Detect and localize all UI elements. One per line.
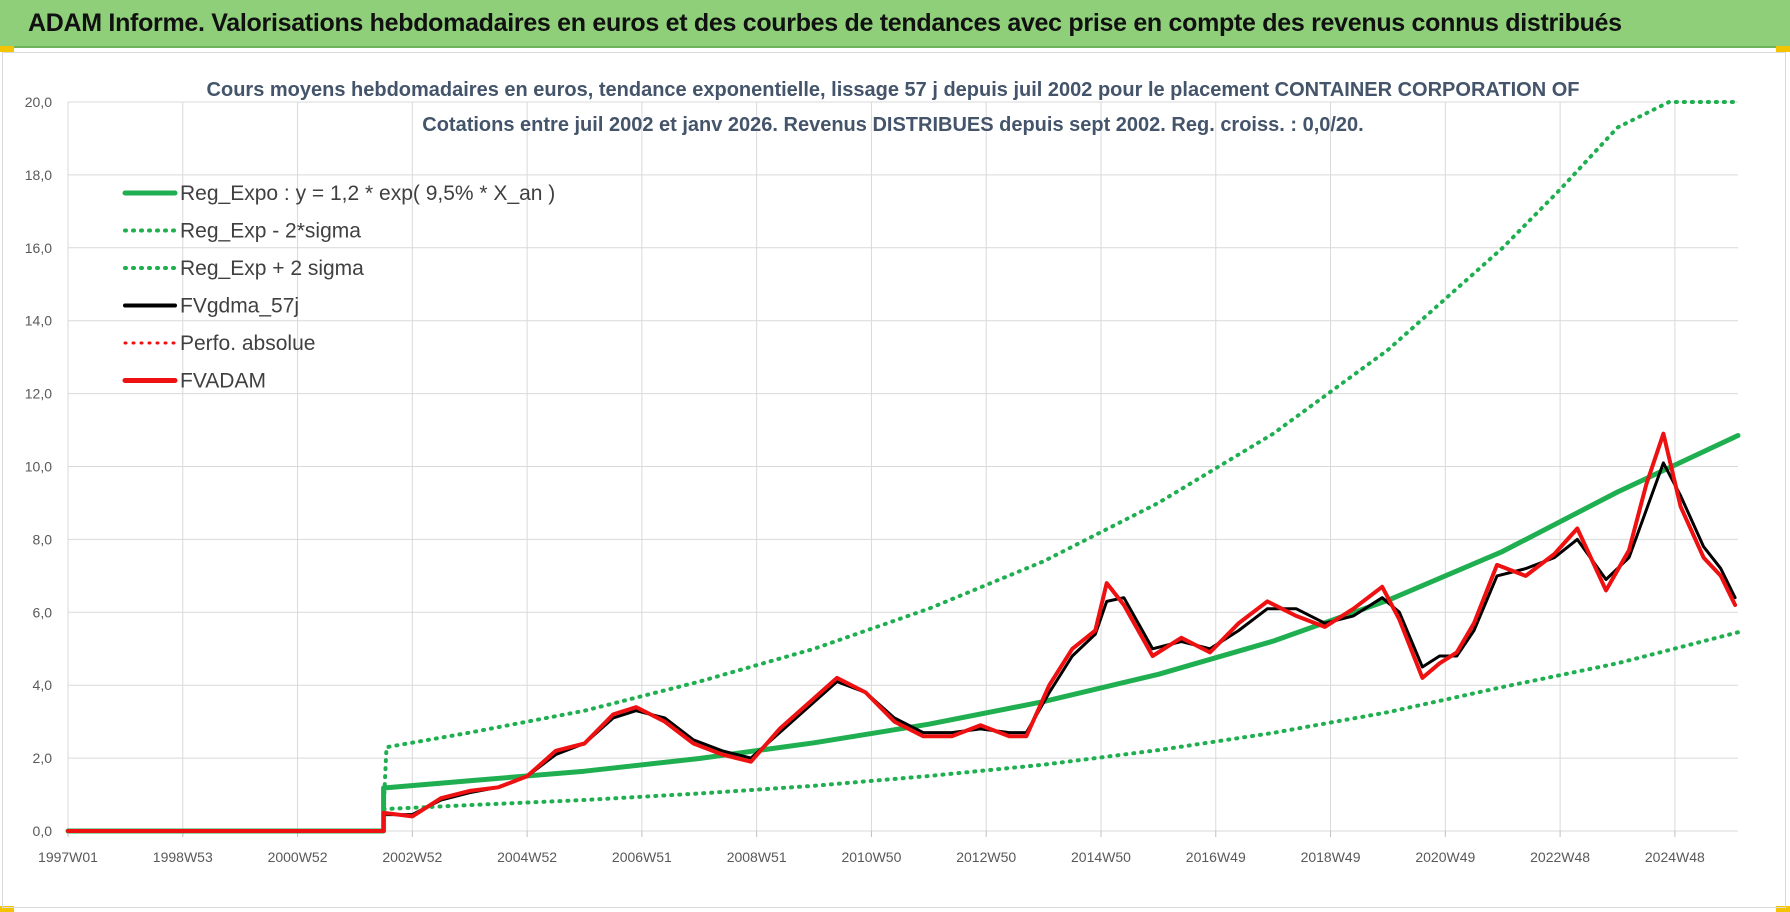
x-tick-label: 2014W50 [1071, 849, 1131, 865]
series-layer [65, 100, 1741, 834]
corner-mark-top-left [0, 46, 14, 52]
series-line-reg-exp-2-sigma [381, 100, 1740, 812]
y-tick-label: 10,0 [25, 459, 52, 475]
y-tick-label: 6,0 [33, 604, 53, 620]
legend-label: Reg_Exp - 2*sigma [180, 220, 361, 243]
x-tick-label: 2020W49 [1415, 849, 1475, 865]
y-tick-label: 20,0 [25, 94, 52, 110]
y-tick-label: 0,0 [33, 823, 53, 839]
y-tick-label: 18,0 [25, 167, 52, 183]
y-tick-label: 2,0 [33, 750, 53, 766]
series-line-fvgdma-57j [382, 461, 1737, 817]
x-tick-label: 2006W51 [612, 849, 672, 865]
banner-title: ADAM Informe. Valorisations hebdomadaire… [28, 9, 1622, 37]
corner-mark-bottom-left [0, 906, 14, 912]
x-tick-label: 2008W51 [727, 849, 787, 865]
y-tick-label: 4,0 [33, 677, 53, 693]
grid-lines [67, 101, 1738, 832]
chart-frame [2, 52, 1786, 908]
x-tick-label: 1997W01 [38, 849, 98, 865]
chart-title-line1: Cours moyens hebdomadaires en euros, ten… [207, 79, 1580, 101]
x-tick-label: 2024W48 [1645, 849, 1705, 865]
x-tick-label: 2000W52 [268, 849, 328, 865]
series-line-reg-expo [65, 433, 1741, 834]
x-tick-label: 2002W52 [382, 849, 442, 865]
y-tick-label: 12,0 [25, 386, 52, 402]
series-line-reg-exp-2-sigma [381, 630, 1740, 812]
y-tick-label: 8,0 [33, 531, 53, 547]
x-tick-label: 2016W49 [1186, 849, 1246, 865]
report-banner: ADAM Informe. Valorisations hebdomadaire… [0, 0, 1790, 48]
x-tick-label: 1998W53 [153, 849, 213, 865]
legend-label: FVgdma_57j [180, 295, 299, 318]
legend-label: FVADAM [180, 370, 266, 393]
legend: Reg_Expo : y = 1,2 * exp( 9,5% * X_an ) R… [122, 182, 555, 393]
y-tick-label: 16,0 [25, 240, 52, 256]
y-tick-label: 14,0 [25, 313, 52, 329]
x-tick-label: 2022W48 [1530, 849, 1590, 865]
axes: 0,0 2,0 4,0 6,0 8,0 10,0 12,0 14,0 16,0 18,0 20,0 1… [25, 94, 1705, 865]
legend-label: Reg_Exp + 2 sigma [180, 257, 364, 280]
x-tick-label: 2018W49 [1301, 849, 1361, 865]
x-tick-label: 2004W52 [497, 849, 557, 865]
chart-title-line2: Cotations entre juil 2002 et janv 2026. … [422, 114, 1363, 136]
corner-mark-top-right [1776, 46, 1790, 52]
legend-label: Reg_Expo : y = 1,2 * exp( 9,5% * X_an ) [180, 182, 555, 205]
x-tick-label: 2010W50 [841, 849, 901, 865]
series-line-fvadam [66, 431, 1738, 833]
legend-label: Perfo. absolue [180, 332, 315, 355]
x-tick-label: 2012W50 [956, 849, 1016, 865]
corner-mark-bottom-right [1776, 906, 1790, 912]
